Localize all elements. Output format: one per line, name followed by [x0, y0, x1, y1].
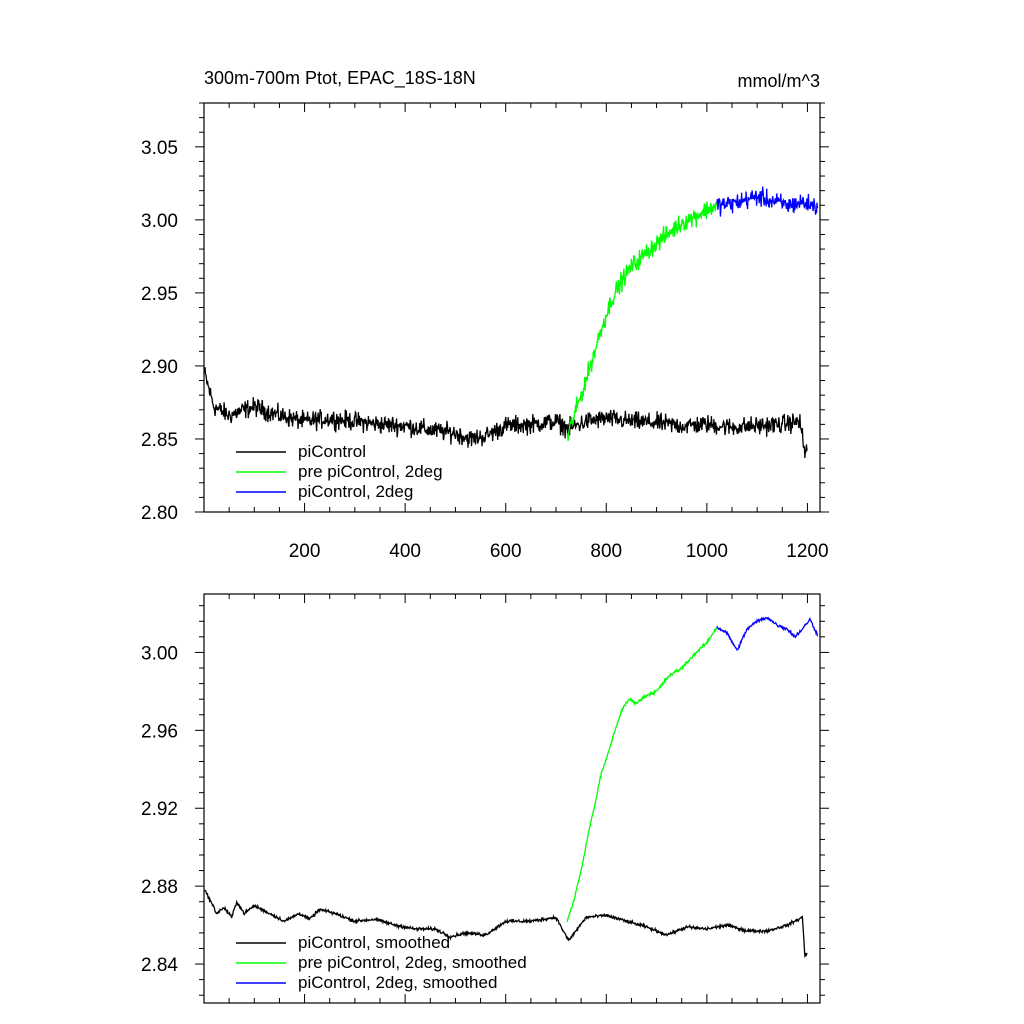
legend-label: piControl, 2deg	[298, 482, 413, 501]
y-tick-label: 2.80	[141, 503, 178, 524]
x-tick-label: 600	[490, 541, 522, 562]
y-tick-label: 2.96	[141, 721, 178, 742]
legend-label: piControl, 2deg, smoothed	[298, 973, 497, 992]
series-line-pre-picontrol-2deg	[566, 201, 718, 442]
y-tick-label: 3.00	[141, 643, 178, 664]
y-tick-label: 2.92	[141, 799, 178, 820]
top-panel: 300m-700m Ptot, EPAC_18S-18N mmol/m^3 20…	[141, 68, 829, 562]
y-tick-label: 3.00	[141, 211, 178, 232]
y-tick-label: 2.84	[141, 955, 178, 976]
top-panel-units: mmol/m^3	[738, 71, 820, 91]
bottom-ticks-layer: 2.84 2.88 2.92 2.96 3.00	[141, 594, 829, 1003]
top-panel-title: 300m-700m Ptot, EPAC_18S-18N	[204, 68, 476, 89]
series-line-picontrol	[204, 890, 808, 958]
x-tick-label: 200	[289, 541, 321, 562]
y-tick-label: 2.95	[141, 284, 178, 305]
bottom-series-layer	[204, 616, 819, 958]
legend-label: piControl, smoothed	[298, 933, 450, 952]
x-tick-label: 1200	[786, 541, 828, 562]
y-tick-label: 2.88	[141, 877, 178, 898]
y-tick-label: 2.85	[141, 430, 178, 451]
legend-label: pre piControl, 2deg	[298, 462, 443, 481]
top-plot-frame	[203, 102, 821, 513]
series-line-picontrol-2deg	[716, 616, 819, 652]
top-ticks-layer: 200 400 600 800 1000 1200 2.80 2.85 2.90 2.95 3.00…	[141, 102, 829, 562]
y-tick-label: 3.05	[141, 138, 178, 159]
series-line-picontrol-2deg	[716, 186, 819, 217]
bottom-panel: 2.84 2.88 2.92 2.96 3.00 piControl, smoothed…	[141, 593, 829, 1004]
series-line-picontrol	[204, 367, 808, 459]
top-series-layer	[204, 186, 819, 459]
x-tick-label: 1000	[686, 541, 728, 562]
bottom-plot-frame	[203, 593, 821, 1004]
legend-label: pre piControl, 2deg, smoothed	[298, 953, 527, 972]
legend-label: piControl	[298, 442, 366, 461]
x-tick-label: 800	[590, 541, 622, 562]
x-tick-label: 400	[389, 541, 421, 562]
series-line-pre-picontrol-2deg	[566, 627, 718, 923]
y-tick-label: 2.90	[141, 357, 178, 378]
